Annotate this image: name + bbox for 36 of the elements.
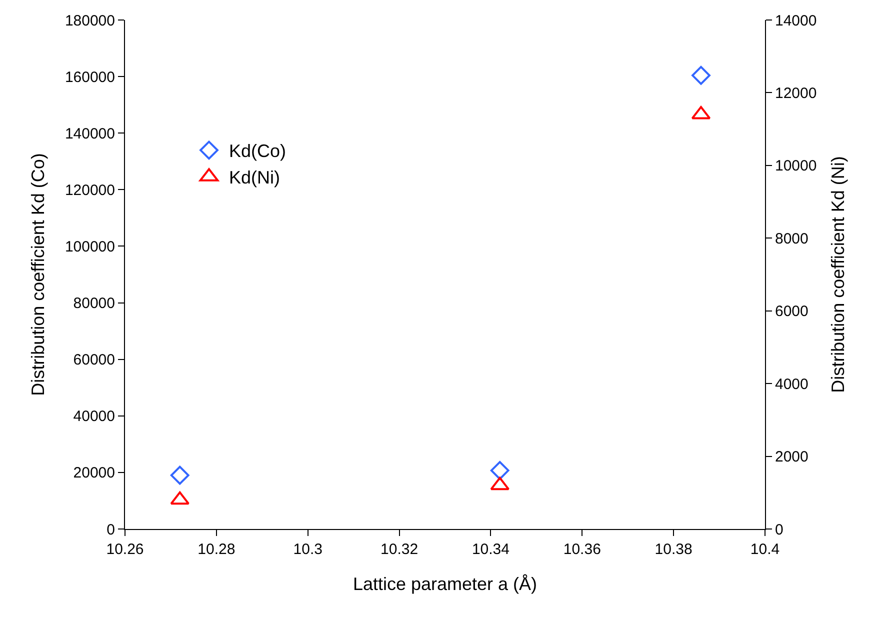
legend-label: Kd(Ni) bbox=[229, 168, 280, 188]
x-tick-label: 10.28 bbox=[198, 541, 236, 558]
point bbox=[692, 66, 710, 85]
y2-tick-label: 2000 bbox=[775, 448, 808, 466]
y-tick-label: 120000 bbox=[64, 182, 115, 199]
x-tick-label: 10.32 bbox=[380, 541, 418, 558]
y-axis-title: Distribution coefficient Kd (Co) bbox=[28, 153, 48, 396]
point bbox=[490, 461, 510, 480]
x-tick-label: 10.34 bbox=[472, 541, 510, 558]
x-tick-label: 10.3 bbox=[293, 541, 322, 558]
y-tick-label: 40000 bbox=[73, 408, 115, 426]
y2-tick-label: 4000 bbox=[775, 376, 808, 393]
x-tick-label: 10.26 bbox=[106, 541, 144, 558]
y2-tick-label: 12000 bbox=[775, 84, 817, 102]
legend-label: Kd(Co) bbox=[229, 141, 286, 162]
y-tick-label: 0 bbox=[106, 521, 115, 538]
x-axis-title: Lattice parameter a (Å) bbox=[352, 574, 538, 594]
y2-tick-label: 10000 bbox=[775, 158, 817, 175]
x-tick-label: 10.38 bbox=[654, 541, 692, 558]
point bbox=[170, 466, 190, 485]
y-tick-label: 140000 bbox=[64, 125, 115, 142]
x-tick-label: 10.4 bbox=[750, 541, 780, 558]
y-tick-label: 80000 bbox=[73, 295, 115, 312]
y2-axis-title: Distribution coefficient Kd (Ni) bbox=[828, 156, 848, 393]
y-tick-label: 20000 bbox=[73, 464, 115, 482]
point bbox=[170, 491, 190, 505]
x-tick-label: 10.36 bbox=[563, 541, 601, 558]
y-tick-label: 160000 bbox=[64, 68, 115, 86]
y2-tick-label: 6000 bbox=[775, 303, 808, 320]
y2-tick-label: 0 bbox=[775, 521, 784, 538]
y2-tick-label: 8000 bbox=[775, 230, 808, 248]
point bbox=[490, 476, 510, 490]
y-tick-label: 180000 bbox=[64, 12, 115, 30]
y2-tick-label: 14000 bbox=[775, 12, 817, 30]
y-tick-label: 100000 bbox=[64, 238, 115, 256]
y-tick-label: 60000 bbox=[73, 352, 115, 369]
